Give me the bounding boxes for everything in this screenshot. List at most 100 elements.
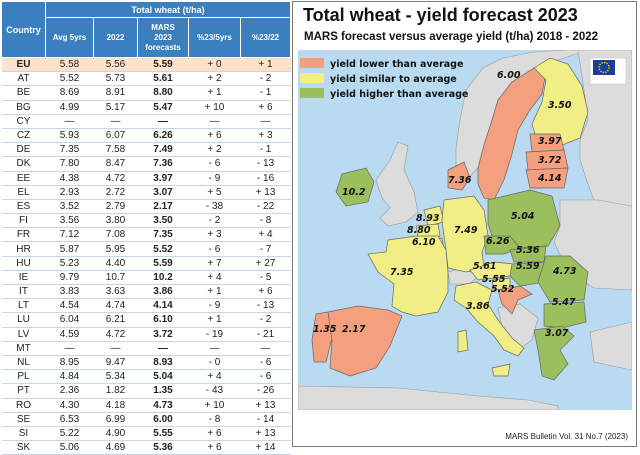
value-PL: 5.04 [511, 211, 535, 222]
cell-f2023: 10.2 [137, 270, 189, 286]
cell-p22: + 1 [240, 57, 291, 73]
cell-f2023: 5.59 [137, 57, 189, 73]
cell-y2022: 7.08 [93, 227, 138, 243]
cell-f2023: 3.86 [137, 284, 189, 300]
table-row: PT 2.36 1.82 1.35- 43- 26 [1, 383, 291, 399]
table-row: EL 2.93 2.72 3.07 + 5 + 13 [1, 185, 291, 200]
legend-label-similar: yield similar to average [330, 74, 457, 85]
cell-avg: 4.54 [45, 298, 94, 314]
map-legend: yield lower than average yield similar t… [300, 58, 468, 100]
cell-f2023: 8.80 [137, 85, 189, 101]
value-BG: 5.47 [552, 297, 576, 308]
legend-label-higher: yield higher than average [330, 89, 468, 100]
cell-avg: 7.12 [45, 227, 94, 243]
cell-p5: - 2 [188, 213, 241, 229]
table-row: FR 7.12 7.08 7.35 + 3 + 4 [1, 227, 291, 243]
europe-map: yield lower than average yield similar t… [298, 50, 632, 410]
cell-country: HR [1, 241, 46, 257]
table-row: EE 4.38 4.72 3.97- 9- 16 [1, 171, 291, 186]
cell-f2023: 3.07 [137, 185, 189, 200]
legend-swatch-lower [300, 58, 324, 68]
table-row: RO 4.30 4.18 4.73 + 10 + 13 [1, 398, 291, 413]
table-row: LV 4.59 4.72 3.72- 19- 21 [1, 327, 291, 342]
cell-avg: 4.30 [45, 398, 94, 413]
cell-y2022: 9.47 [93, 355, 138, 371]
value-EE: 3.97 [538, 136, 562, 147]
cell-country: CY [1, 114, 46, 129]
cell-country: NL [1, 355, 46, 371]
cell-p5: + 6 [188, 426, 241, 442]
table-row: IT 3.83 3.63 3.86 + 1 + 6 [1, 284, 291, 300]
table-row: HR 5.87 5.95 5.52- 6- 7 [1, 241, 291, 257]
cell-avg: 2.93 [45, 185, 94, 200]
cell-p5: + 10 [188, 100, 241, 115]
cell-y2022: 2.79 [93, 199, 138, 215]
cell-p22: - 2 [240, 71, 291, 87]
cell-p22: - 7 [240, 241, 291, 257]
cell-p5: + 1 [188, 85, 241, 101]
cell-p5: + 2 [188, 142, 241, 158]
table-row: ES 3.52 2.79 2.17- 38- 22 [1, 199, 291, 215]
value-CZ: 6.26 [486, 236, 510, 247]
col-header-2022: 2022 [93, 17, 138, 58]
cell-f2023: 5.61 [137, 71, 189, 87]
cell-p22: - 14 [240, 412, 291, 427]
cell-country: LU [1, 312, 46, 328]
cell-country: FI [1, 213, 46, 229]
value-HU: 5.59 [516, 261, 540, 272]
table-row: PL 4.84 5.34 5.04 + 4- 6 [1, 369, 291, 385]
cell-avg: — [45, 114, 94, 129]
cell-country: HU [1, 256, 46, 271]
cell-avg: 3.52 [45, 199, 94, 215]
table-row: EU 5.58 5.56 5.59 + 0 + 1 [1, 57, 291, 73]
cell-country: DE [1, 142, 46, 158]
country-HU [509, 261, 547, 287]
cell-p22: + 13 [240, 398, 291, 413]
value-BE: 8.80 [407, 225, 431, 236]
cell-avg: 4.99 [45, 100, 94, 115]
cell-p22: + 27 [240, 256, 291, 271]
cell-p5: + 0 [188, 57, 241, 73]
cell-country: EL [1, 185, 46, 200]
cell-p5: — [188, 341, 241, 356]
legend-label-lower: yield lower than average [330, 59, 463, 70]
legend-swatch-similar [300, 73, 324, 83]
cell-y2022: 4.74 [93, 298, 138, 314]
table-row: SE 6.53 6.99 6.00- 8- 14 [1, 412, 291, 427]
cell-p5: + 4 [188, 270, 241, 286]
country-EL [533, 325, 575, 381]
table-group-header: Total wheat (t/ha) [44, 1, 292, 18]
cell-p22: + 13 [240, 185, 291, 200]
cell-y2022: 4.72 [93, 171, 138, 186]
cell-country: DK [1, 156, 46, 172]
africa-land [298, 385, 559, 410]
cell-p22: - 8 [240, 213, 291, 229]
cell-avg: 5.06 [45, 440, 94, 455]
cell-avg: 4.84 [45, 369, 94, 385]
cell-f2023: 5.04 [137, 369, 189, 385]
cell-avg: 5.93 [45, 128, 94, 144]
map-panel: Total wheat - yield forecast 2023 MARS f… [292, 1, 637, 447]
cell-y2022: 4.90 [93, 426, 138, 442]
cell-f2023: 5.59 [137, 256, 189, 271]
cell-f2023: 5.47 [137, 100, 189, 115]
cell-p5: + 6 [188, 440, 241, 455]
cell-country: SI [1, 426, 46, 442]
map-title: Total wheat - yield forecast 2023 [303, 5, 578, 25]
cell-country: RO [1, 398, 46, 413]
cell-y2022: 6.07 [93, 128, 138, 144]
country-BE [415, 223, 441, 239]
cell-country: AT [1, 71, 46, 87]
cell-avg: 6.04 [45, 312, 94, 328]
value-DE: 7.49 [454, 225, 478, 236]
cell-y2022: 1.82 [93, 383, 138, 399]
table-row: CY — — — — — [1, 114, 291, 129]
country-BG [543, 301, 587, 329]
value-PT: 1.35 [313, 324, 337, 335]
cell-avg: 3.83 [45, 284, 94, 300]
cell-p5: - 19 [188, 327, 241, 342]
cell-country: EU [1, 57, 46, 73]
cell-f2023: 1.35 [137, 383, 189, 399]
table-row: NL 8.95 9.47 8.93- 0- 6 [1, 355, 291, 371]
cell-f2023: 6.00 [137, 412, 189, 427]
